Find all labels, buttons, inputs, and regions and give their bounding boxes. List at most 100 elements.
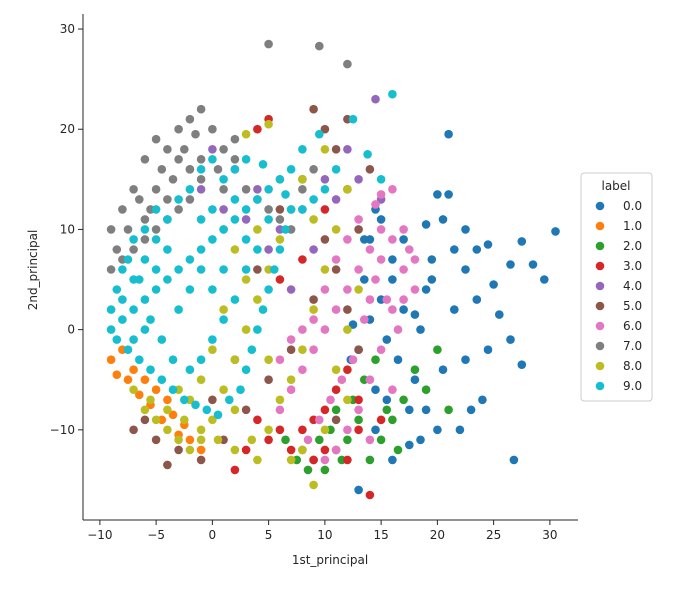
data-point xyxy=(241,275,251,284)
data-point xyxy=(196,245,206,254)
series-9.0 xyxy=(106,89,397,420)
data-point xyxy=(157,375,167,385)
data-point xyxy=(230,355,240,365)
data-point xyxy=(286,285,296,294)
data-point xyxy=(315,41,324,51)
data-point xyxy=(123,225,133,234)
data-point xyxy=(427,255,437,264)
legend-entry: 1.0 xyxy=(595,219,642,233)
data-point xyxy=(483,345,493,355)
data-point xyxy=(129,385,138,395)
data-point xyxy=(241,205,251,214)
data-point xyxy=(151,285,161,294)
data-point xyxy=(191,129,200,139)
data-point xyxy=(365,245,375,254)
data-point xyxy=(343,59,352,69)
legend-entry: 0.0 xyxy=(595,199,642,213)
data-point xyxy=(343,365,352,375)
data-point xyxy=(343,435,352,445)
data-point xyxy=(286,455,296,465)
data-point xyxy=(371,200,380,209)
data-point xyxy=(354,215,363,224)
data-point xyxy=(208,335,217,344)
data-point xyxy=(174,305,183,314)
data-point xyxy=(393,445,403,455)
data-point xyxy=(135,195,144,204)
data-point xyxy=(376,175,386,184)
data-point xyxy=(309,195,318,204)
data-point xyxy=(157,335,167,344)
data-point xyxy=(354,415,363,425)
data-point xyxy=(331,415,341,425)
data-point xyxy=(309,215,318,224)
data-point xyxy=(163,245,172,254)
data-point xyxy=(123,345,133,355)
data-point xyxy=(168,175,178,184)
data-point xyxy=(135,275,144,284)
data-point xyxy=(163,425,172,435)
data-point xyxy=(225,395,234,405)
data-point xyxy=(438,365,448,375)
data-point xyxy=(320,124,330,134)
data-point xyxy=(506,260,515,269)
data-point xyxy=(163,215,172,224)
data-point xyxy=(382,335,392,344)
data-point xyxy=(365,375,375,385)
data-point xyxy=(320,145,330,154)
data-point xyxy=(388,185,397,194)
legend-marker xyxy=(595,221,605,231)
legend-entry: 5.0 xyxy=(595,299,642,313)
data-point xyxy=(450,245,459,254)
data-point xyxy=(129,365,138,375)
data-point xyxy=(382,405,392,415)
data-point xyxy=(320,455,330,465)
x-tick-label: 15 xyxy=(373,528,388,542)
data-point xyxy=(185,255,195,264)
legend-title: label xyxy=(601,179,630,193)
data-point xyxy=(495,310,504,319)
data-point xyxy=(320,465,330,475)
data-point xyxy=(196,265,206,274)
data-point xyxy=(241,365,251,375)
data-point xyxy=(399,295,408,304)
data-point xyxy=(140,235,150,244)
data-point xyxy=(298,425,307,435)
data-point xyxy=(354,395,363,405)
data-point xyxy=(253,195,262,204)
data-point xyxy=(528,260,538,269)
data-point xyxy=(281,225,290,234)
data-point xyxy=(157,165,167,174)
data-point xyxy=(416,325,425,334)
data-point xyxy=(298,205,307,214)
data-point xyxy=(365,295,375,304)
data-point xyxy=(363,150,372,159)
data-point xyxy=(371,385,380,395)
data-point xyxy=(168,410,178,420)
data-point xyxy=(376,190,386,199)
legend-label: 5.0 xyxy=(623,299,642,313)
data-point xyxy=(444,129,453,139)
data-point xyxy=(174,155,183,164)
data-point xyxy=(376,345,386,355)
legend-marker xyxy=(595,361,605,371)
data-point xyxy=(506,335,515,344)
legend-marker xyxy=(595,381,605,391)
data-point xyxy=(343,185,352,194)
data-point xyxy=(264,185,273,194)
axes: −10 −5 0 5 10 15 20 25 30 −10 0 10 20 30 xyxy=(50,14,578,542)
series-8.0 xyxy=(129,119,363,490)
data-point xyxy=(286,205,296,214)
data-point xyxy=(540,275,549,284)
data-point xyxy=(275,215,285,224)
data-point xyxy=(483,240,493,249)
data-point xyxy=(151,235,161,244)
legend-marker xyxy=(595,321,605,331)
data-point xyxy=(241,445,251,455)
data-point xyxy=(343,325,352,334)
data-point xyxy=(196,165,206,174)
data-point xyxy=(405,440,414,450)
data-point xyxy=(151,134,161,144)
data-point xyxy=(303,435,313,445)
data-point xyxy=(135,355,144,365)
data-point xyxy=(354,225,363,234)
